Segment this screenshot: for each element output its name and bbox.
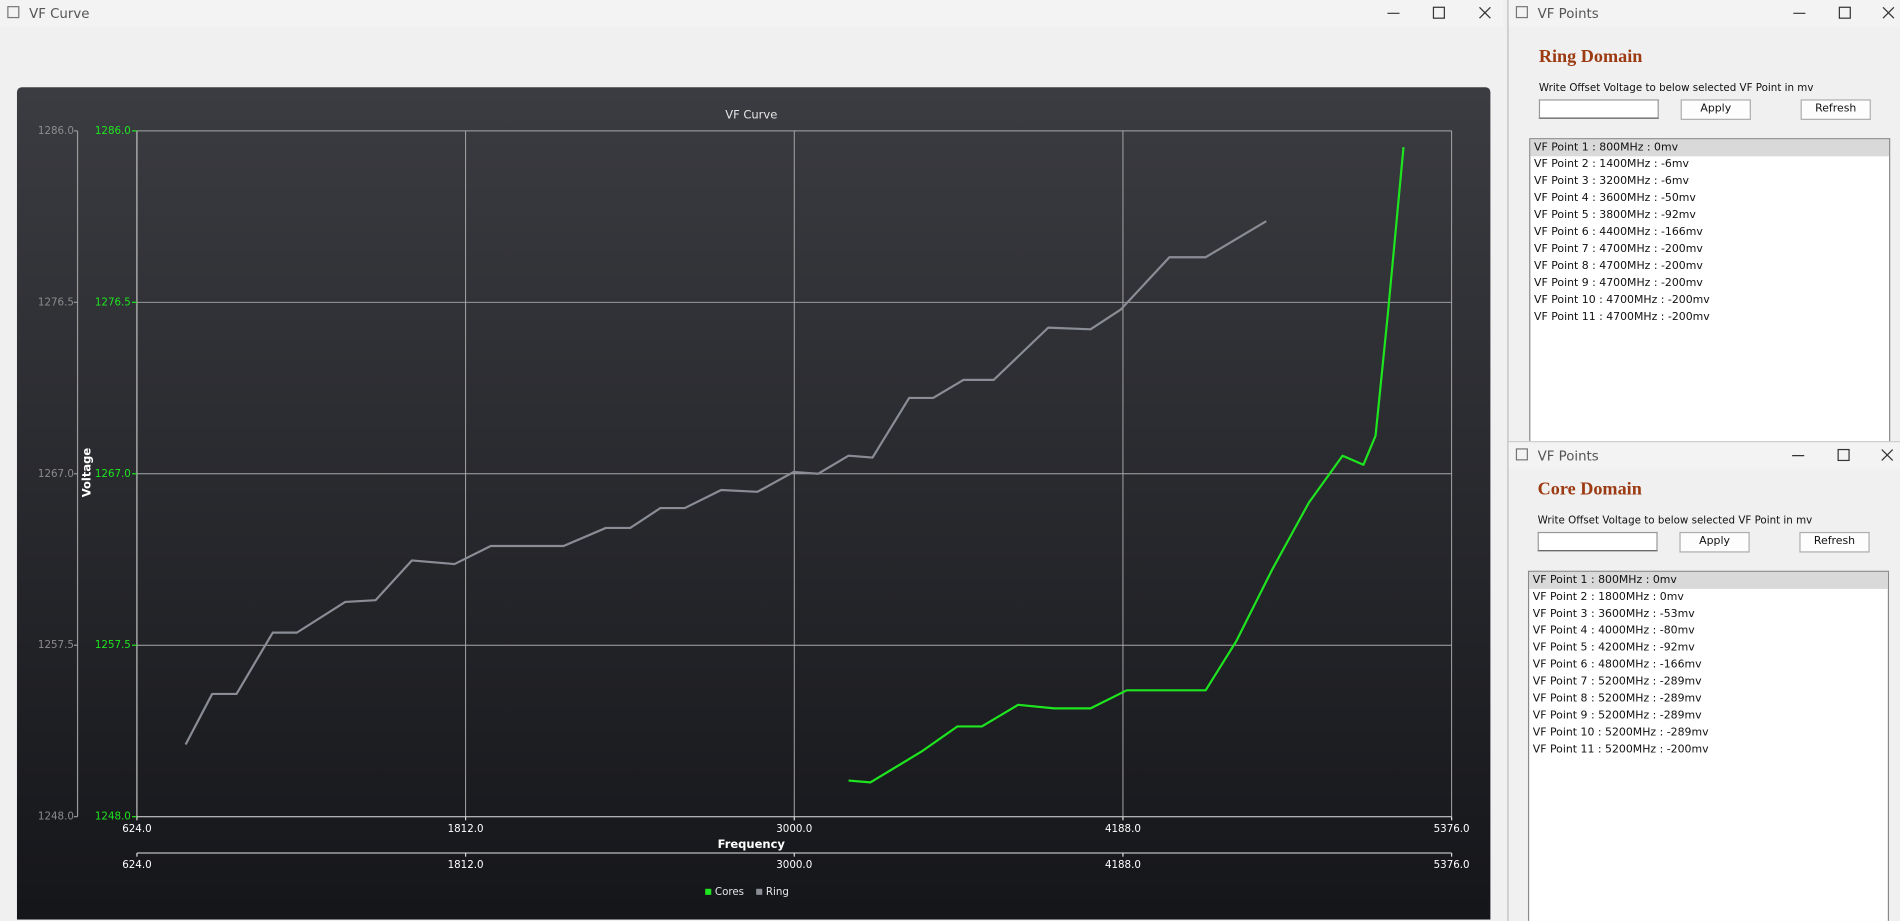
vf-point-item[interactable]: VF Point 1 : 800MHz : 0mv [1530,139,1890,157]
apply-button[interactable]: Apply [1680,99,1751,120]
vf-point-item[interactable]: VF Point 8 : 4700MHz : -200mv [1534,260,1703,273]
domain-heading: Ring Domain [1538,47,1643,67]
y-tick-label: 1257.5 [95,639,131,651]
x-axis-label: Frequency [718,837,786,851]
vf-point-item[interactable]: VF Point 5 : 4200MHz : -92mv [1532,642,1695,655]
window-icon [1515,448,1528,461]
x2-tick-label: 3000.0 [776,859,812,871]
series-line [848,146,1405,784]
main-window: VF Curve VF Curve Frequency Voltage 1248… [0,0,1503,920]
x-tick-label: 5376.0 [1434,823,1470,835]
chart: VF Curve Frequency Voltage 1248.0 1257.5 1… [16,87,1491,920]
window-title: VF Points [1537,448,1599,465]
apply-button[interactable]: Apply [1679,531,1750,553]
legend-label: Ring [766,886,789,898]
refresh-button[interactable]: Refresh [1800,99,1871,120]
chart-panel [16,87,1491,920]
x-tick-label: 624.0 [122,823,151,835]
y-tick-label: 1276.5 [95,296,131,308]
y2-tick-label: 1248.0 [38,811,74,823]
title-bar: VF Points [1508,442,1900,469]
title-bar: VF Points [1508,0,1900,27]
legend-swatch [705,888,712,895]
ring-window: VF Points Ring Domain Write Offset Volta… [1507,0,1900,442]
vf-point-item[interactable]: VF Point 7 : 5200MHz : -289mv [1532,676,1702,689]
x-tick-label: 1812.0 [448,823,484,835]
vf-point-item[interactable]: VF Point 11 : 4700MHz : -200mv [1534,311,1710,324]
y-tick-label: 1248.0 [95,811,131,823]
window-title: VF Curve [29,6,90,22]
x2-tick-label: 624.0 [122,859,151,871]
vf-point-item[interactable]: VF Point 3 : 3600MHz : -53mv [1532,608,1695,621]
vf-point-item[interactable]: VF Point 2 : 1400MHz : -6mv [1534,158,1689,171]
window-title: VF Points [1537,6,1599,22]
vf-point-item[interactable]: VF Point 7 : 4700MHz : -200mv [1534,243,1703,256]
x2-tick-label: 1812.0 [448,859,484,871]
title-bar: VF Curve [0,0,1503,27]
y2-tick-label: 1276.5 [38,296,74,308]
vf-point-item[interactable]: VF Point 9 : 5200MHz : -289mv [1532,710,1702,723]
y2-tick-label: 1257.5 [38,639,74,651]
window-icon [1515,6,1528,19]
legend-swatch [756,888,763,895]
y-tick-label: 1267.0 [95,468,131,480]
vf-point-item[interactable]: VF Point 6 : 4400MHz : -166mv [1534,226,1703,239]
x-tick-label: 4188.0 [1105,823,1141,835]
vf-point-item[interactable]: VF Point 3 : 3200MHz : -6mv [1534,175,1689,188]
core-window: VF Points Core Domain Write Offset Volta… [1507,441,1900,921]
vf-point-item[interactable]: VF Point 6 : 4800MHz : -166mv [1532,659,1702,672]
y2-tick-label: 1267.0 [38,468,74,480]
vf-point-item[interactable]: VF Point 4 : 4000MHz : -80mv [1532,625,1695,638]
offset-input[interactable] [1537,531,1658,552]
window-controls[interactable] [1790,447,1899,464]
vf-point-list: VF Point 1 : 800MHz : 0mv VF Point 2 : 14… [1529,138,1891,442]
vf-point-item[interactable]: VF Point 11 : 5200MHz : -200mv [1532,743,1709,757]
refresh-button[interactable]: Refresh [1799,531,1870,553]
legend-label: Cores [715,886,744,898]
x2-tick-label: 4188.0 [1105,859,1141,871]
vf-point-item[interactable]: VF Point 10 : 5200MHz : -289mv [1532,727,1709,740]
y2-tick-label: 1286.0 [38,125,74,137]
chart-title: VF Curve [725,108,777,122]
window-icon [7,6,20,19]
offset-input[interactable] [1538,99,1659,119]
instruction: Write Offset Voltage to below selected V… [1538,82,1814,95]
series-line [184,220,1267,745]
y-tick-label: 1286.0 [95,125,131,137]
vf-point-item[interactable]: VF Point 9 : 4700MHz : -200mv [1534,277,1703,290]
vf-point-item[interactable]: VF Point 4 : 3600MHz : -50mv [1534,192,1696,205]
window-controls[interactable] [1791,5,1900,22]
domain-heading: Core Domain [1537,479,1642,500]
vf-point-item[interactable]: VF Point 10 : 4700MHz : -200mv [1534,294,1710,307]
vf-point-item[interactable]: VF Point 5 : 3800MHz : -92mv [1534,209,1696,222]
instruction: Write Offset Voltage to below selected V… [1537,514,1813,528]
vf-point-item[interactable]: VF Point 1 : 800MHz : 0mv [1529,571,1888,589]
x-tick-label: 3000.0 [776,823,812,835]
x2-tick-label: 5376.0 [1434,859,1470,871]
y-axis-label: Voltage [80,448,94,498]
vf-point-item[interactable]: VF Point 8 : 5200MHz : -289mv [1532,693,1702,706]
vf-point-item[interactable]: VF Point 2 : 1800MHz : 0mv [1532,591,1684,604]
window-controls[interactable] [1385,5,1494,22]
vf-point-list: VF Point 1 : 800MHz : 0mv VF Point 2 : 18… [1527,570,1890,921]
